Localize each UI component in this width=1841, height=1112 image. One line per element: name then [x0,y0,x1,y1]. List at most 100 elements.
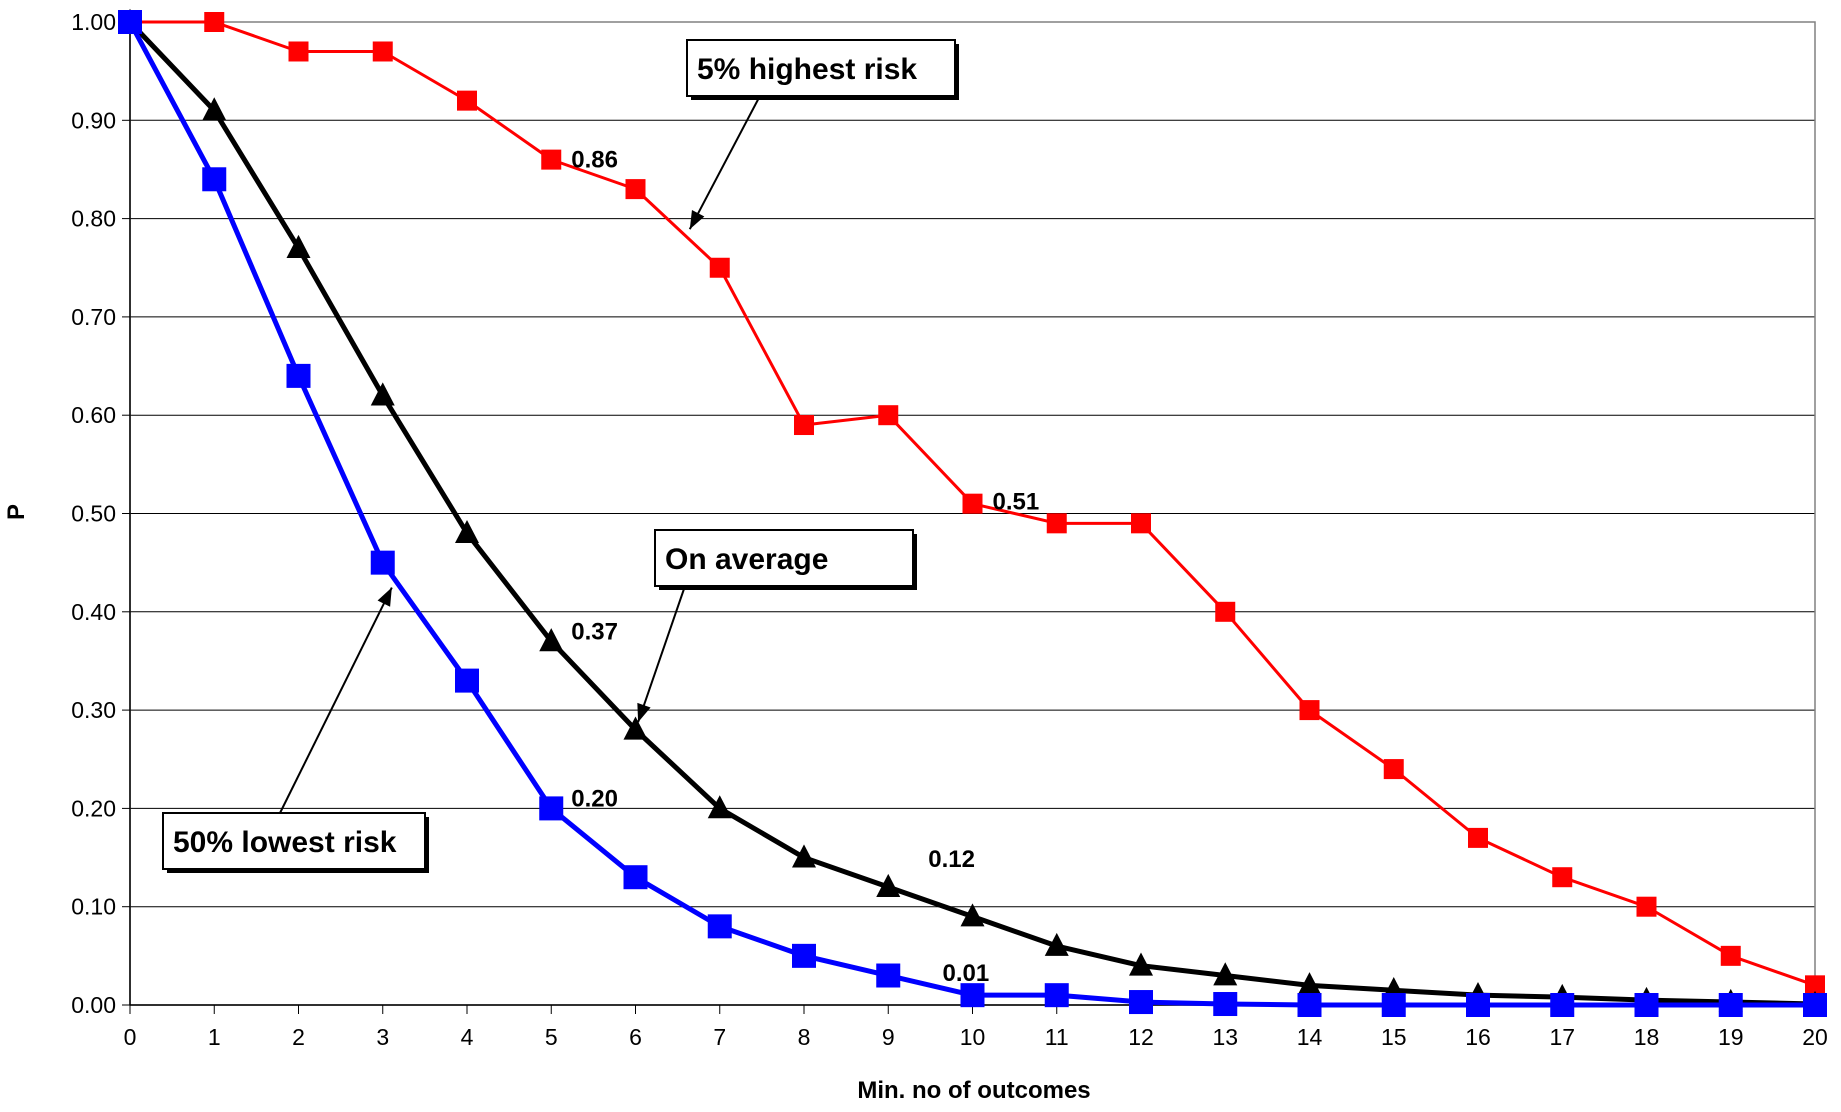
data-label: 0.12 [928,846,975,873]
callout-box [162,812,426,870]
x-axis-title: Min. no of outcomes [857,1077,1090,1104]
series-0-marker [962,493,983,514]
series-2-marker [1550,993,1575,1017]
callout-arrow-line [637,585,686,723]
series-0-marker [457,90,477,111]
callout-label: 5% highest risk [697,53,917,86]
series-0-marker [794,415,814,436]
series-0-marker [1046,513,1067,534]
callout-arrowhead [377,587,392,607]
series-1-marker [455,519,479,544]
series-1-marker [202,97,227,121]
data-label: 0.37 [571,618,618,645]
series-2-marker [1466,993,1490,1017]
series-2-marker [1381,993,1406,1017]
series-0-marker [709,257,730,278]
x-tick-label: 6 [629,1024,642,1050]
series-0-marker [1383,759,1404,780]
x-tick-label: 19 [1718,1024,1744,1050]
callout-label: On average [665,543,828,576]
data-labels: 0.86 0.51 0.37 0.12 0.20 0.01 [571,147,1039,988]
series-0-marker [372,41,393,62]
x-tick-label: 15 [1381,1024,1407,1050]
series-0-marker [1131,513,1151,534]
x-tick-label: 7 [713,1024,726,1050]
y-tick-label: 0.70 [71,304,116,330]
axis-ticks: 0.00 0.10 0.20 0.30 0.40 0.50 0.60 0.70 0.80 0.90… [71,9,1828,1050]
series-2-marker [1297,993,1322,1017]
y-tick-label: 0.40 [71,599,116,625]
series-0-marker [541,149,562,170]
x-tick-label: 8 [798,1024,811,1050]
x-tick-label: 0 [124,1024,137,1050]
y-tick-label: 1.00 [71,9,116,35]
series-1-marker [960,903,985,927]
x-tick-label: 9 [882,1024,895,1050]
y-tick-label: 0.90 [71,107,116,133]
series-0-marker [1215,601,1236,622]
series-2-marker [118,10,142,34]
series-2-marker [1803,993,1827,1017]
series-2-marker [1213,992,1238,1017]
y-tick-label: 0.60 [71,402,116,428]
x-tick-label: 11 [1045,1024,1069,1050]
series-0-marker [1299,700,1320,721]
series-2-marker [1129,990,1153,1015]
data-label: 0.51 [993,489,1040,516]
x-tick-label: 18 [1634,1024,1660,1050]
y-tick-label: 0.30 [71,697,116,723]
series-1-marker [792,844,816,868]
y-tick-label: 0.10 [71,894,116,920]
series-group [118,8,1827,1017]
series-2-marker [455,668,479,693]
series-1-marker [370,382,395,406]
series-1-marker [623,716,648,740]
series-1-marker [539,628,564,652]
series-0-marker [1805,975,1825,996]
series-0-marker [1720,945,1741,966]
series-0-marker [204,12,225,32]
series-0-marker [1468,827,1488,848]
x-tick-label: 16 [1465,1024,1491,1050]
x-tick-label: 4 [461,1024,474,1050]
series-2-marker [960,983,985,1008]
x-tick-label: 5 [545,1024,558,1050]
x-tick-label: 1 [208,1024,221,1050]
x-tick-label: 12 [1128,1024,1154,1050]
series-2-marker [876,963,901,988]
x-tick-label: 13 [1212,1024,1238,1050]
x-tick-label: 17 [1549,1024,1575,1050]
data-label: 0.20 [571,785,618,812]
series-0-marker [1552,867,1573,888]
x-tick-label: 2 [292,1024,305,1050]
x-tick-label: 10 [960,1024,986,1050]
callout-arrowhead [689,210,705,230]
series-2-marker [1634,993,1659,1017]
series-0-marker [878,405,899,426]
callout-arrow-line [688,91,763,230]
series-2-marker [1044,983,1069,1008]
data-label: 0.86 [571,147,618,174]
series-1-marker [286,234,311,258]
series-2-marker [792,943,816,968]
series-1-marker [876,873,901,897]
callout-label: 50% lowest risk [173,826,397,859]
series-2-marker [707,914,732,939]
series-1-marker [1213,962,1238,986]
series-1-marker [1129,952,1153,976]
series-2-marker [539,796,564,821]
data-label: 0.01 [943,960,990,987]
series-1-marker [1297,972,1322,996]
series-0-marker [1636,896,1657,917]
y-tick-label: 0.20 [71,795,116,821]
series-2-marker [286,363,311,388]
series-1-marker [1044,932,1069,956]
series-1-marker [707,795,732,819]
y-tick-label: 0.50 [71,501,116,527]
callout-box [686,39,956,97]
x-tick-label: 20 [1802,1024,1828,1050]
y-axis-title: P [3,504,30,520]
callouts: 5% highest risk On average 50% lowest risk [162,39,959,873]
callout-arrowhead [637,702,651,723]
